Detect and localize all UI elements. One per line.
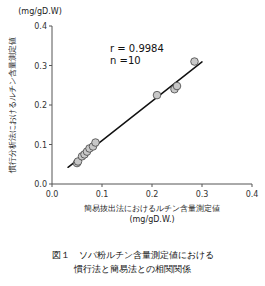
chart: 0.0 0.1 0.2 0.3 0.4 0.0 0.1 0.2 0.3 0.4 r = 0.9984… — [0, 0, 265, 286]
points — [73, 58, 198, 167]
y-axis-label: 慣行分析法におけるルチン含量測定値 — [8, 37, 17, 174]
y-tick — [49, 144, 52, 145]
scatter-point — [153, 91, 161, 99]
x-tick-label: 0.4 — [246, 190, 259, 199]
annotation: n =10 — [110, 55, 141, 66]
x-axis-unit: (mg/gD.W.) — [129, 215, 174, 224]
scatter-point — [191, 58, 199, 66]
y-tick — [49, 65, 52, 66]
title: 図１ ソバ粉ルチン含量測定値における — [52, 250, 214, 260]
y-tick — [49, 26, 52, 27]
x-tick — [102, 184, 103, 187]
x-tick — [152, 184, 153, 187]
x-tick — [202, 184, 203, 187]
y-tick-label: 0.0 — [34, 180, 47, 189]
y-tick-label: 0.4 — [34, 22, 47, 31]
y-tick-label: 0.3 — [34, 62, 47, 71]
title: 慣行法と簡易法との相関関係 — [73, 264, 191, 274]
x-tick — [252, 184, 253, 187]
annotation: r = 0.9984 — [110, 43, 164, 54]
x-tick-label: 0.3 — [196, 190, 209, 199]
lines — [68, 62, 202, 167]
y-tick-label: 0.2 — [34, 101, 47, 110]
y-tick — [49, 105, 52, 106]
x-tick-label: 0.1 — [96, 190, 109, 199]
x-tick-label: 0.2 — [146, 190, 159, 199]
fit-line — [68, 62, 202, 167]
plot-area — [68, 58, 202, 168]
scatter-point — [173, 82, 181, 90]
x-axis-label: 簡易抜出法におけるルチン含量測定値 — [84, 204, 220, 213]
x-tick-label: 0.0 — [46, 190, 59, 199]
axes: 0.0 0.1 0.2 0.3 0.4 0.0 0.1 0.2 0.3 0.4 — [34, 22, 258, 199]
y-axis-unit: (mg/gD.W) — [18, 7, 62, 16]
scatter-point — [92, 139, 100, 147]
y-tick-label: 0.1 — [34, 141, 47, 150]
y-tick — [49, 184, 52, 185]
